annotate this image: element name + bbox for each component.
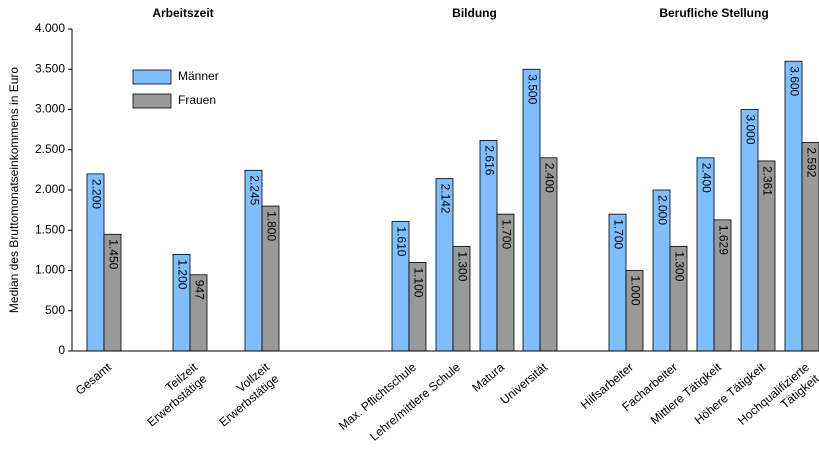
x-tick-label: Gesamt — [73, 360, 115, 398]
legend-swatch — [132, 69, 172, 85]
value-label: 1.100 — [411, 267, 425, 297]
y-tick-label: 500 — [45, 303, 65, 317]
value-label: 1.300 — [672, 251, 686, 281]
bar — [522, 68, 541, 352]
value-label: 1.200 — [175, 259, 189, 289]
legend-swatch — [132, 93, 172, 109]
value-label: 1.700 — [499, 219, 513, 249]
value-label: 2.400 — [699, 163, 713, 193]
value-label: 2.000 — [655, 195, 669, 225]
value-label: 947 — [192, 280, 206, 300]
value-label: 3.600 — [787, 66, 801, 96]
bar — [740, 109, 759, 352]
group-title: Bildung — [452, 6, 497, 20]
y-tick-label: 1.000 — [35, 263, 65, 277]
value-label: 2.142 — [438, 184, 452, 214]
x-tick-label-line: Matura — [469, 360, 507, 395]
legend-label: Männer — [178, 69, 219, 83]
x-tick-label-line: Gesamt — [73, 360, 115, 398]
value-label: 1.629 — [716, 225, 730, 255]
y-tick-label: 4.000 — [35, 21, 65, 35]
value-label: 2.592 — [804, 147, 818, 177]
x-tick-label-line: Universität — [498, 360, 551, 408]
y-tick-label: 3.000 — [35, 102, 65, 116]
value-label: 1.300 — [455, 251, 469, 281]
group-title: Berufliche Stellung — [659, 6, 768, 20]
value-label: 2.361 — [760, 166, 774, 196]
value-label: 3.500 — [525, 74, 539, 104]
y-tick-label: 1.500 — [35, 222, 65, 236]
value-label: 3.000 — [743, 115, 757, 145]
y-axis-label: Median des Bruttomonatseinkommens in Eur… — [7, 67, 21, 313]
group-title: Arbeitszeit — [152, 6, 213, 20]
x-tick-label: Universität — [498, 360, 551, 408]
value-label: 1.800 — [264, 211, 278, 241]
y-tick-label: 2.000 — [35, 182, 65, 196]
x-tick-label: Matura — [469, 360, 507, 395]
y-tick-label: 0 — [58, 343, 65, 357]
bar — [784, 60, 803, 352]
value-label: 1.000 — [628, 276, 642, 306]
value-label: 1.700 — [611, 219, 625, 249]
y-tick-label: 3.500 — [35, 61, 65, 75]
y-tick-label: 2.500 — [35, 142, 65, 156]
x-tick-label: Max. Pflichtschule — [336, 360, 419, 433]
value-label: 1.610 — [394, 226, 408, 256]
value-label: 1.450 — [106, 239, 120, 269]
x-tick-label-line: Max. Pflichtschule — [336, 360, 419, 433]
legend-label: Frauen — [178, 93, 216, 107]
value-label: 2.245 — [247, 175, 261, 205]
value-label: 2.616 — [482, 145, 496, 175]
value-label: 2.400 — [542, 163, 556, 193]
value-label: 2.200 — [89, 179, 103, 209]
